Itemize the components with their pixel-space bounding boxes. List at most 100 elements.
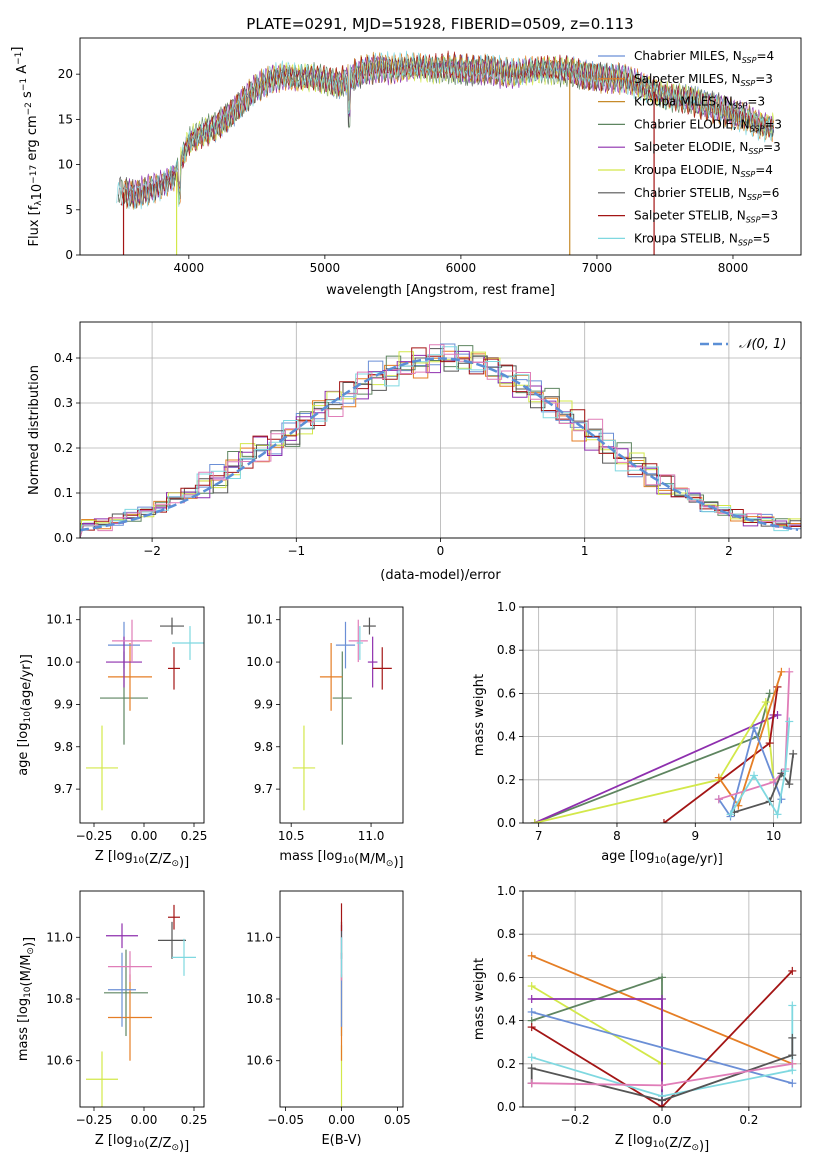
spectrum-xtick-label: 4000 [174, 261, 205, 275]
residuals-xtick-label: 0 [437, 544, 445, 558]
legend-label: Chabrier STELIB [634, 186, 730, 200]
legend-entry: Kroupa ELODIE, NSSP=4 [634, 163, 773, 179]
mass-vs-Z-ylabel: mass [log10(M/M⊙)] [16, 937, 37, 1061]
legend-nssp: 6 [772, 186, 780, 200]
legend-entry: Salpeter STELIB, NSSP=3 [634, 209, 778, 225]
residuals-ytick-label: 0.3 [54, 396, 73, 410]
mass-vs-Z-xlabel-sun: ⊙ [171, 1143, 179, 1153]
spectrum-ylabel-part: 10 [30, 184, 45, 201]
weight-vs-age-ytick-label: 0.4 [497, 730, 516, 744]
weight-vs-age-xlabel-sub: 10 [654, 856, 666, 866]
mass-vs-Z-xtick-label: 0.00 [131, 1113, 158, 1127]
legend-eq: = [764, 117, 774, 131]
legend-ssp: SSP [748, 147, 763, 156]
legend-nssp: 4 [767, 49, 775, 63]
weight-vs-Z-axes: −0.2 0.0 0.2 0.0 0.2 0.4 0.6 0.8 1.0 Z [log10(Z/Z… [472, 884, 802, 1154]
age-vs-Z-ytick-label: 9.7 [54, 782, 73, 796]
residuals-hist-series [80, 347, 801, 538]
mass-vs-EBV-frame [279, 890, 404, 1108]
spectrum-series [116, 50, 775, 210]
mass-vs-Z-ylabel-part: (M/M [19, 955, 34, 987]
spectrum-ylabel-sup: −1 [14, 52, 24, 65]
mass-vs-Z-ytick-label: 11.0 [46, 930, 73, 944]
spectrum-ylabel: Flux [fλ10−17 erg cm−2 s−1 A−1] [10, 47, 45, 247]
legend-entry: Chabrier MILES, NSSP=4 [634, 49, 774, 65]
legend-ssp: SSP [746, 216, 761, 225]
residuals-normal-curve [80, 357, 799, 532]
mass-vs-EBV-axes: −0.05 0.00 0.05 10.6 10.8 11.0 E(B-V) [246, 890, 411, 1148]
mass-vs-Z-xlabel-part: (Z/Z [144, 1136, 171, 1151]
weight-vs-Z-xlabel-part: )] [699, 1139, 709, 1154]
residuals-ytick-label: 0.0 [54, 531, 73, 545]
residuals-hists [80, 343, 801, 538]
age-vs-Z-xlabel-part: (Z/Z [144, 852, 171, 867]
weight-vs-Z-lines [527, 951, 797, 1107]
age-vs-mass-ytick-label: 10.1 [246, 613, 273, 627]
weight-vs-age-xtick-label: 9 [691, 829, 699, 843]
weight-vs-Z-xtick-label: 0.2 [739, 1113, 758, 1127]
spectrum-ylabel-part: erg cm [25, 115, 40, 164]
legend-n: , N [725, 49, 742, 63]
spectrum-ytick-label: 20 [58, 67, 73, 81]
mass-vs-Z-xlabel: Z [log10(Z/Z⊙)] [95, 1133, 189, 1154]
mass-vs-EBV-ytick-label: 10.6 [246, 1054, 273, 1068]
spectrum-ytick-label: 15 [58, 112, 73, 126]
residuals-ytick-label: 0.2 [54, 441, 73, 455]
spectrum-ylabel-sup: −1 [19, 78, 29, 91]
legend-n: , N [730, 186, 747, 200]
legend-label: Chabrier ELODIE [634, 117, 733, 131]
spectrum-ylabel-part: Flux [f [27, 205, 42, 246]
spectrum-ylabel-part: ] [10, 47, 25, 52]
weight-vs-Z-ytick-label: 0.4 [497, 1014, 516, 1028]
legend-ssp: SSP [741, 79, 756, 88]
residuals-ytick-label: 0.1 [54, 486, 73, 500]
legend-label: Salpeter ELODIE [634, 140, 732, 154]
residuals-frame [79, 321, 802, 539]
legend-n: , N [724, 72, 741, 86]
legend-n: , N [729, 209, 746, 223]
age-vs-mass-xtick-label: 10.5 [278, 829, 305, 843]
age-vs-Z-xlabel-sun: ⊙ [171, 859, 179, 869]
age-vs-Z-ylabel-part: (age/yr)] [19, 654, 34, 711]
weight-vs-age-ytick-label: 0.0 [497, 816, 516, 830]
age-vs-Z-ytick-label: 9.8 [54, 740, 73, 754]
age-vs-mass-ytick-label: 9.7 [254, 782, 273, 796]
age-vs-mass-xlabel: mass [log10(M/M⊙)] [279, 849, 403, 870]
residuals-hist-series [80, 346, 801, 538]
weight-vs-Z-xlabel-sun: ⊙ [691, 1143, 699, 1153]
weight-vs-age-xtick-label: 8 [613, 829, 621, 843]
age-vs-mass-ytick-label: 10.0 [246, 655, 273, 669]
weight-vs-Z-xlabel-part: Z [log [615, 1133, 653, 1148]
legend-entry: Kroupa STELIB, NSSP=5 [634, 231, 770, 247]
legend-n: , N [721, 231, 738, 245]
legend-nssp: 3 [774, 117, 782, 131]
age-vs-Z-xtick-label: 0.00 [131, 829, 158, 843]
legend-nssp: 5 [763, 231, 771, 245]
age-vs-mass-xlabel-part: mass [log [279, 849, 342, 864]
weight-vs-age-ytick-label: 1.0 [497, 600, 516, 614]
age-vs-Z-ytick-label: 9.9 [54, 697, 73, 711]
spectrum-xtick-label: 5000 [310, 261, 341, 275]
spectrum-ylabel-part: A [15, 65, 30, 78]
legend-eq: = [760, 209, 770, 223]
mass-vs-Z-ylabel-part: mass [log [16, 998, 31, 1061]
residuals-xtick-label: 2 [725, 544, 733, 558]
weight-vs-Z-series [531, 970, 793, 1107]
legend-n: , N [733, 117, 750, 131]
legend-nssp: 3 [765, 72, 773, 86]
legend-eq: = [753, 231, 763, 245]
legend-ssp: SSP [750, 124, 765, 133]
weight-vs-Z-ytick-label: 0.6 [497, 970, 516, 984]
legend-nssp: 4 [765, 163, 773, 177]
age-vs-mass-xlabel-part: (M/M [354, 852, 386, 867]
weight-vs-Z-ytick-label: 1.0 [497, 884, 516, 898]
mass-vs-EBV-ytick-label: 10.8 [246, 992, 273, 1006]
legend-entry: Salpeter ELODIE, NSSP=3 [634, 140, 781, 156]
legend-n: , N [732, 140, 749, 154]
legend-label: Salpeter MILES [634, 72, 724, 86]
legend-label: Salpeter STELIB [634, 209, 729, 223]
mass-vs-Z-xlabel-sub: 10 [133, 1140, 145, 1150]
weight-vs-Z-xlabel-part: (Z/Z [664, 1136, 691, 1151]
